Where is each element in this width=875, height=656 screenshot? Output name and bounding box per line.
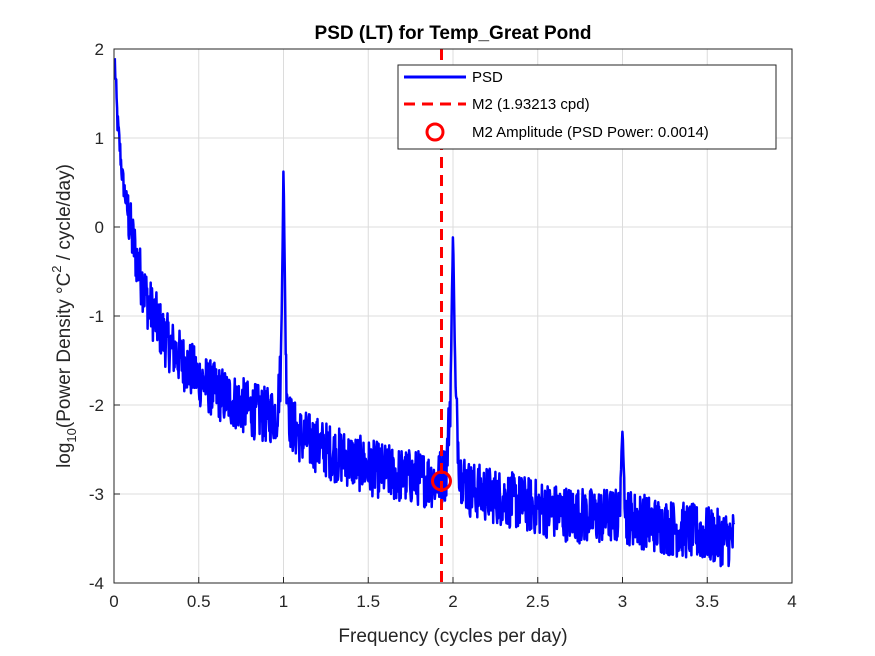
x-tick-label: 1 xyxy=(279,592,288,611)
y-tick-label: -1 xyxy=(89,307,104,326)
y-axis-label-superscript: 2 xyxy=(49,265,64,272)
y-tick-label: 0 xyxy=(95,218,104,237)
legend-box xyxy=(397,64,777,150)
x-tick-label: 1.5 xyxy=(356,592,380,611)
plot-content xyxy=(113,49,736,583)
y-tick-label: -4 xyxy=(89,574,104,593)
y-axis-label-suffix: / cycle/day) xyxy=(54,164,75,265)
legend-swatch-m2-amplitude xyxy=(425,122,445,142)
y-axis-label: log10(Power Density °C2 / cycle/day) xyxy=(49,164,79,468)
x-tick-label: 3.5 xyxy=(695,592,719,611)
y-axis-label-middle: (Power Density °C xyxy=(54,273,75,428)
series-psd-line xyxy=(113,58,736,568)
x-tick-label: 0 xyxy=(109,592,118,611)
y-tick-label: 1 xyxy=(95,129,104,148)
y-axis-label-subscript: 10 xyxy=(64,428,79,442)
x-tick-label: 2 xyxy=(448,592,457,611)
x-tick-label: 2.5 xyxy=(526,592,550,611)
x-tick-label: 0.5 xyxy=(187,592,211,611)
legend-label-m2-amplitude: M2 Amplitude (PSD Power: 0.0014) xyxy=(472,124,709,141)
legend-label-psd: PSD xyxy=(472,69,503,86)
y-axis-label-prefix: log xyxy=(54,443,75,468)
y-tick-label: 2 xyxy=(95,40,104,59)
x-tick-label: 4 xyxy=(787,592,796,611)
y-tick-label: -3 xyxy=(89,485,104,504)
x-axis-label: Frequency (cycles per day) xyxy=(338,626,567,647)
x-tick-label: 3 xyxy=(618,592,627,611)
m2-amplitude-marker xyxy=(430,470,452,492)
chart-title: PSD (LT) for Temp_Great Pond xyxy=(315,23,592,44)
legend: PSD M2 (1.93213 cpd) M2 Amplitude (PSD P… xyxy=(397,64,777,150)
legend-label-m2: M2 (1.93213 cpd) xyxy=(472,96,590,113)
y-tick-label: -2 xyxy=(89,396,104,415)
axis-ticks: 0 0.5 1 1.5 2 2.5 3 3.5 4 2 1 0 -1 -2 -3 -4 xyxy=(89,40,797,611)
